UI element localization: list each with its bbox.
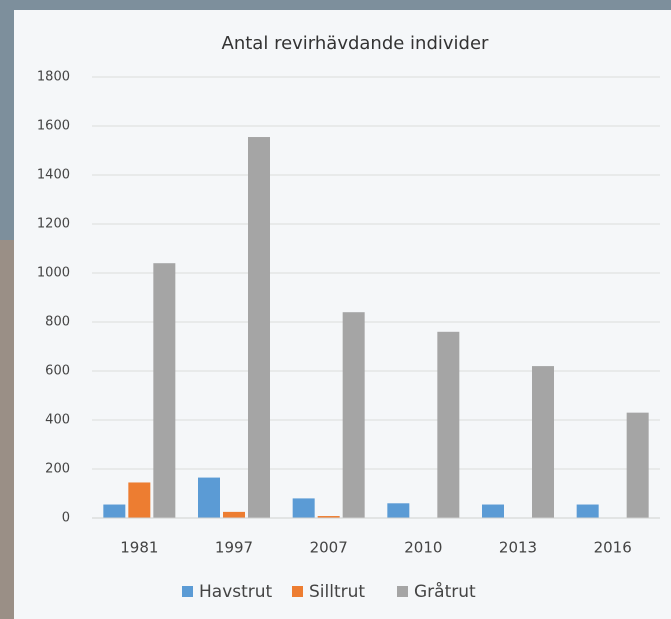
y-tick-label: 800 <box>45 315 70 330</box>
x-tick-label: 2010 <box>404 539 442 557</box>
y-tick-label: 1200 <box>37 217 70 232</box>
bar <box>223 512 245 518</box>
y-tick-label: 600 <box>45 364 70 379</box>
chart-title: Antal revirhävdande individer <box>222 33 490 54</box>
bar <box>198 478 220 518</box>
y-tick-label: 200 <box>45 462 70 477</box>
bar <box>248 137 270 518</box>
bar <box>577 505 599 518</box>
bar <box>482 505 504 518</box>
chart-area <box>14 10 671 619</box>
x-tick-label: 1997 <box>215 539 253 557</box>
chart: Antal revirhävdande individer 0 200 400 600… <box>0 0 671 619</box>
x-tick-label: 2007 <box>310 539 348 557</box>
legend-swatch <box>292 586 303 597</box>
y-tick-label: 1600 <box>37 119 70 134</box>
bar <box>387 503 409 518</box>
bar <box>153 263 175 518</box>
bar <box>532 366 554 518</box>
y-tick-label: 1800 <box>37 70 70 85</box>
x-tick-label: 2013 <box>499 539 537 557</box>
legend-label: Gråtrut <box>414 581 476 602</box>
x-tick-label: 2016 <box>594 539 632 557</box>
y-tick-label: 1000 <box>37 266 70 281</box>
legend-label: Silltrut <box>309 582 365 602</box>
y-tick-label: 1400 <box>37 168 70 183</box>
bar <box>128 482 150 518</box>
y-tick-label: 400 <box>45 413 70 428</box>
y-tick-label: 0 <box>62 511 70 526</box>
bar <box>627 413 649 518</box>
x-tick-label: 1981 <box>120 539 158 557</box>
bar <box>103 505 125 518</box>
bar <box>437 332 459 518</box>
legend-swatch <box>182 586 193 597</box>
legend-swatch <box>397 586 408 597</box>
bar <box>343 312 365 518</box>
bar <box>293 498 315 518</box>
legend-label: Havstrut <box>199 582 273 602</box>
